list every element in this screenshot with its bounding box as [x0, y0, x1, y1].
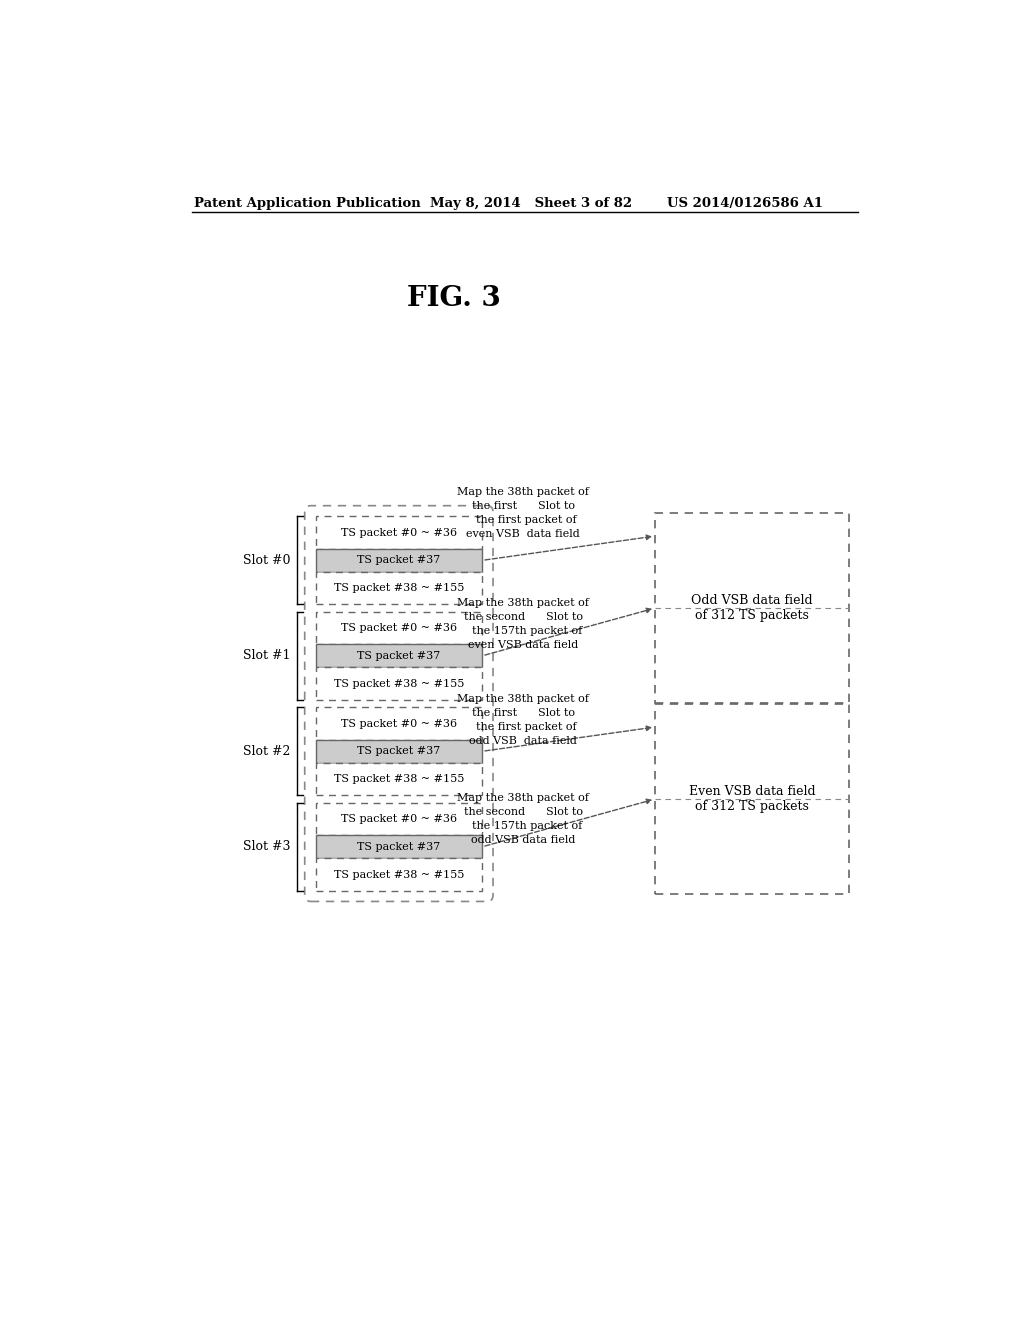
Bar	[315, 572, 482, 605]
Bar	[315, 549, 482, 572]
Text: Slot #2: Slot #2	[244, 744, 291, 758]
Text: TS packet #0 ~ #36: TS packet #0 ~ #36	[341, 528, 457, 537]
Text: TS packet #0 ~ #36: TS packet #0 ~ #36	[341, 718, 457, 729]
Text: Map the 38th packet of
the first      Slot to
  the first packet of
odd VSB  dat: Map the 38th packet of the first Slot to…	[458, 693, 589, 746]
Text: FIG. 3: FIG. 3	[407, 285, 501, 313]
Bar	[655, 513, 849, 702]
Bar	[655, 705, 849, 894]
Bar	[315, 739, 482, 763]
Text: Slot #1: Slot #1	[244, 649, 291, 663]
Text: Slot #0: Slot #0	[244, 554, 291, 566]
Text: TS packet #38 ~ #155: TS packet #38 ~ #155	[334, 678, 464, 689]
Bar	[315, 858, 482, 891]
Text: TS packet #37: TS packet #37	[357, 556, 440, 565]
Text: TS packet #0 ~ #36: TS packet #0 ~ #36	[341, 814, 457, 824]
Bar	[315, 644, 482, 668]
Text: Slot #3: Slot #3	[244, 841, 291, 853]
Text: Patent Application Publication: Patent Application Publication	[194, 197, 421, 210]
Text: Map the 38th packet of
the first      Slot to
  the first packet of
even VSB  da: Map the 38th packet of the first Slot to…	[458, 487, 589, 539]
Text: May 8, 2014   Sheet 3 of 82: May 8, 2014 Sheet 3 of 82	[430, 197, 633, 210]
Bar	[315, 803, 482, 836]
Text: TS packet #37: TS packet #37	[357, 746, 440, 756]
Text: TS packet #38 ~ #155: TS packet #38 ~ #155	[334, 870, 464, 879]
Text: TS packet #37: TS packet #37	[357, 651, 440, 661]
Text: TS packet #37: TS packet #37	[357, 842, 440, 851]
Text: US 2014/0126586 A1: US 2014/0126586 A1	[667, 197, 822, 210]
Text: Map the 38th packet of
the second      Slot to
  the 157th packet of
odd VSB dat: Map the 38th packet of the second Slot t…	[458, 793, 589, 845]
Text: Even VSB data field
of 312 TS packets: Even VSB data field of 312 TS packets	[688, 785, 815, 813]
Text: Map the 38th packet of
the second      Slot to
  the 157th packet of
even VSB da: Map the 38th packet of the second Slot t…	[458, 598, 589, 649]
Text: TS packet #38 ~ #155: TS packet #38 ~ #155	[334, 583, 464, 593]
Text: TS packet #38 ~ #155: TS packet #38 ~ #155	[334, 774, 464, 784]
Bar	[315, 516, 482, 549]
Bar	[315, 708, 482, 739]
Bar	[315, 668, 482, 700]
Bar	[315, 836, 482, 858]
Text: Odd VSB data field
of 312 TS packets: Odd VSB data field of 312 TS packets	[691, 594, 813, 622]
Text: TS packet #0 ~ #36: TS packet #0 ~ #36	[341, 623, 457, 634]
Bar	[315, 612, 482, 644]
Bar	[315, 763, 482, 795]
